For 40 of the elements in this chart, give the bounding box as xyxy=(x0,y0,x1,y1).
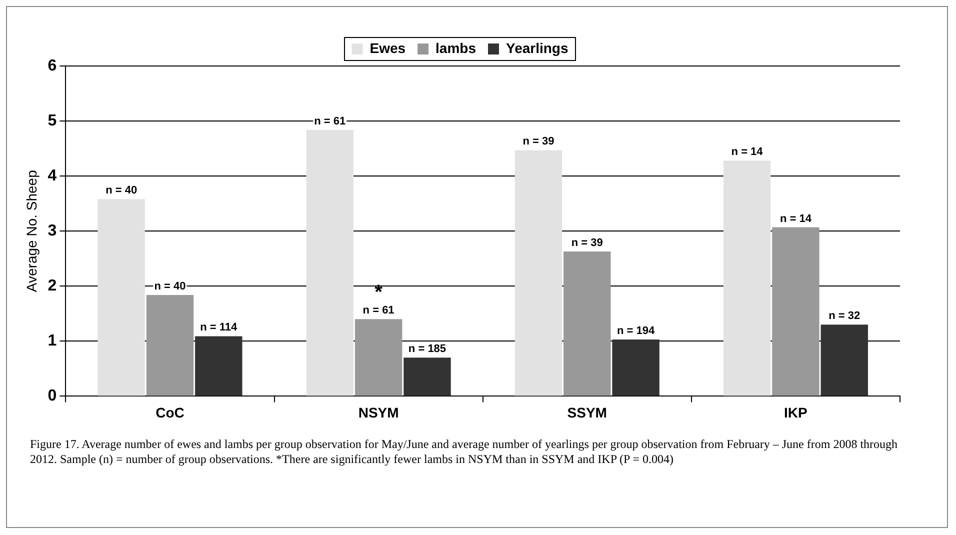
bar xyxy=(195,336,242,396)
legend-label: Ewes xyxy=(370,40,406,56)
bar xyxy=(146,294,194,396)
legend-label: lambs xyxy=(436,40,476,56)
annotation: n = 194 xyxy=(617,325,656,338)
annotation: n = 61 xyxy=(362,304,394,317)
bar xyxy=(354,319,402,396)
x-tick-label: IKP xyxy=(784,404,808,420)
y-tick-label: 5 xyxy=(48,112,57,130)
annotation: n = 185 xyxy=(408,343,446,356)
bar xyxy=(723,160,771,396)
bar xyxy=(564,251,611,396)
legend-label: Yearlings xyxy=(506,40,568,56)
annotation: n = 61 xyxy=(314,115,346,128)
annotation: n = 114 xyxy=(200,322,238,334)
x-tick-label: NSYM xyxy=(358,404,399,420)
annotation: n = 39 xyxy=(522,136,554,148)
y-axis-title: Average No. Sheep xyxy=(23,170,40,292)
y-tick-label: 4 xyxy=(48,167,57,184)
y-tick-label: 0 xyxy=(48,388,57,405)
bar xyxy=(404,358,451,396)
annotation: n = 39 xyxy=(571,236,603,249)
y-tick-label: 2 xyxy=(48,278,57,295)
caption: Figure 17. Average number of ewes and lambs per group observation for May/June and average number of yearlings per group observation from February – June from 2008 through 2012. Sample (n) = number of group observations. *There are significantly fewer lambs in NSYM than in SSYM and IKP (P = 0.004) xyxy=(30,437,899,467)
annotation: n = 32 xyxy=(828,310,860,322)
bar xyxy=(514,150,562,396)
annotation: n = 40 xyxy=(154,280,186,292)
bar xyxy=(820,324,868,396)
bar xyxy=(306,130,354,396)
annotation: n = 14 xyxy=(780,212,812,225)
y-tick-label: 6 xyxy=(48,57,57,74)
bar xyxy=(98,199,145,396)
annotation: n = 14 xyxy=(731,146,764,158)
y-tick-label: 3 xyxy=(48,222,57,240)
bar xyxy=(612,340,660,396)
x-tick-label: SSYM xyxy=(567,404,607,420)
annotation: n = 40 xyxy=(106,184,138,197)
x-tick-label: CoC xyxy=(156,404,184,420)
bar xyxy=(772,227,820,396)
y-tick-label: 1 xyxy=(48,332,57,350)
